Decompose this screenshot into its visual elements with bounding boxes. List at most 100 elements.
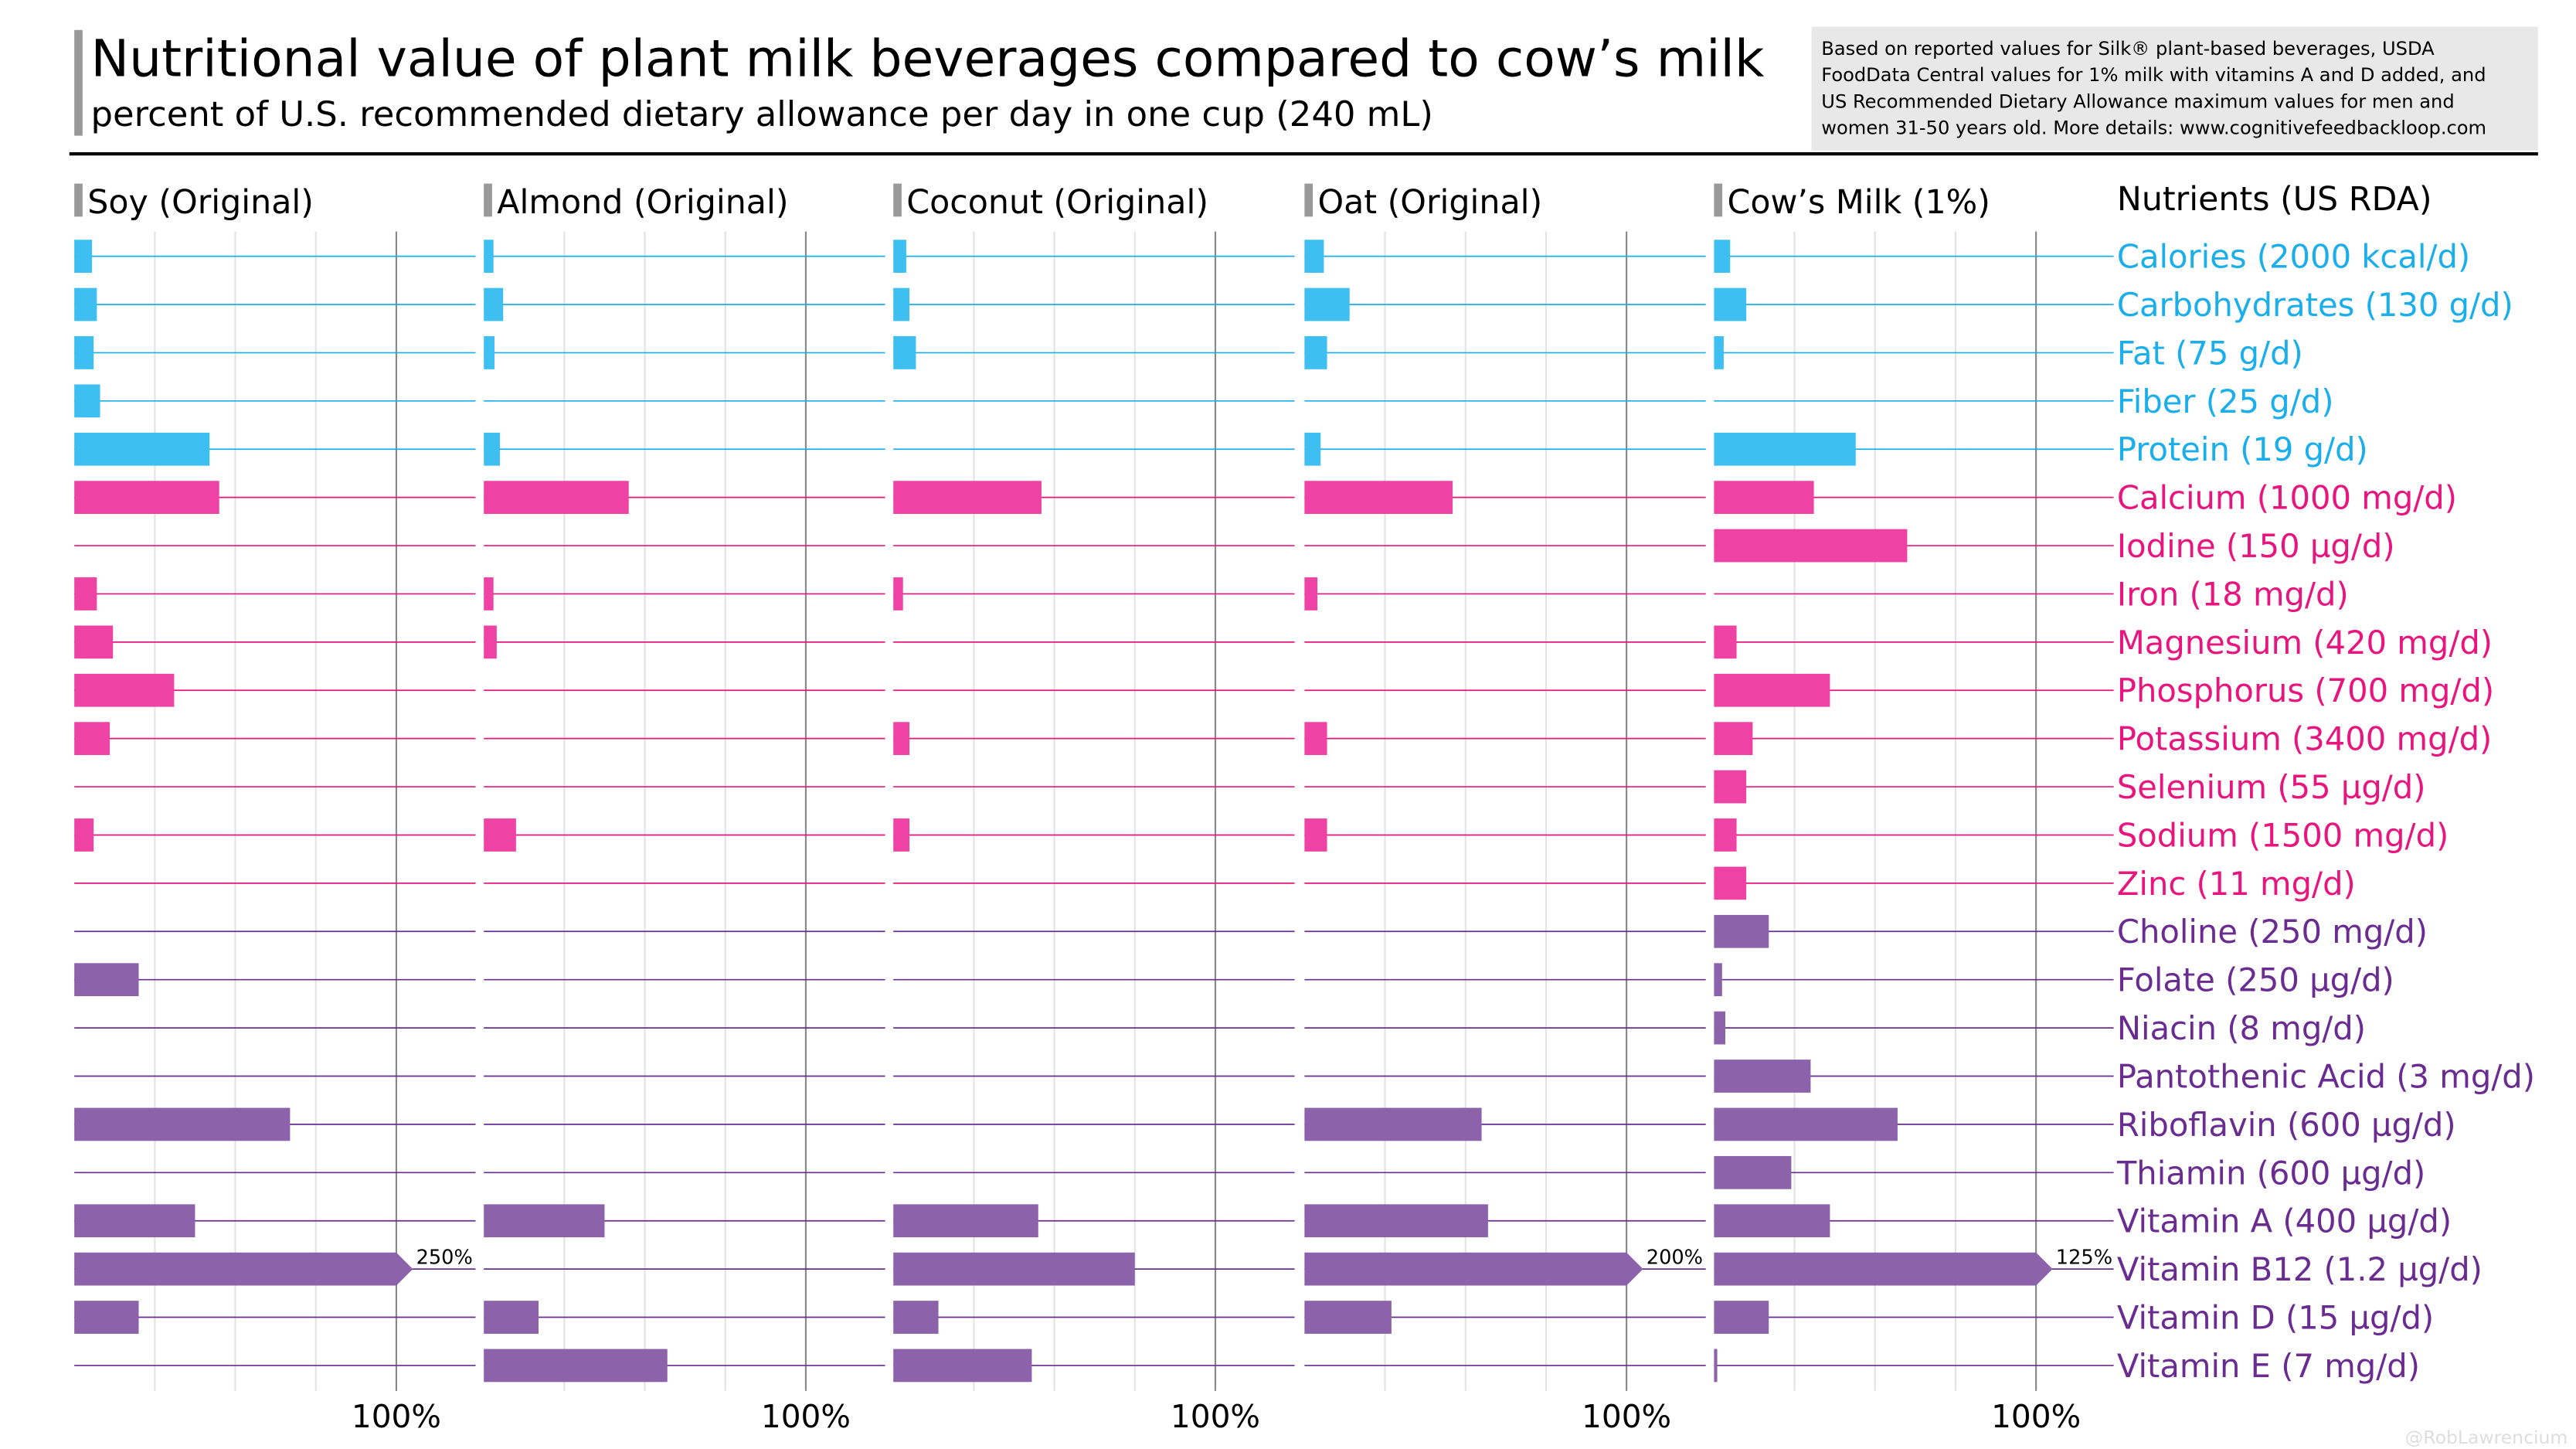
bar: [74, 336, 94, 369]
bar: [484, 577, 494, 611]
nutrient-label: Vitamin B12 (1.2 µg/d): [2117, 1250, 2483, 1288]
bar: [74, 577, 97, 611]
bar: [484, 1301, 539, 1334]
x-tick-label: 100%: [1991, 1398, 2081, 1435]
nutrient-label: Calories (2000 kcal/d): [2117, 238, 2470, 276]
bar: [74, 625, 114, 659]
x-tick-label: 100%: [1171, 1398, 1260, 1435]
bar: [1304, 336, 1327, 369]
bar: [1304, 577, 1318, 611]
panel-header-bar: [1304, 183, 1313, 217]
bar: [1304, 1204, 1488, 1238]
bar: [1714, 432, 1856, 466]
bar: [1714, 818, 1737, 852]
note-text: Based on reported values for Silk® plant…: [1821, 38, 2492, 139]
nutrient-label: Pantothenic Acid (3 mg/d): [2117, 1057, 2535, 1095]
panel-header-bar: [893, 183, 902, 217]
nutrient-label: Potassium (3400 mg/d): [2117, 720, 2492, 758]
bar: [74, 722, 110, 756]
bar: [74, 818, 94, 852]
bar-value-label: 250%: [416, 1247, 473, 1270]
bar: [1304, 1301, 1392, 1334]
bar: [1304, 818, 1327, 852]
panel-title: Cow’s Milk (1%): [1727, 183, 1990, 222]
bar: [1304, 240, 1324, 273]
bar: [484, 240, 494, 273]
bar: [1714, 770, 1747, 804]
bar: [74, 1107, 291, 1141]
x-tick-label: 100%: [1582, 1398, 1671, 1435]
bar: [893, 1349, 1032, 1383]
bar: [484, 1349, 668, 1383]
nutrient-label: Vitamin D (15 µg/d): [2117, 1298, 2434, 1336]
bar: [74, 1301, 139, 1334]
nutrient-label: Vitamin A (400 µg/d): [2117, 1202, 2452, 1240]
bar: [1304, 287, 1350, 321]
bar: [484, 481, 629, 515]
nutrient-label: Iron (18 mg/d): [2117, 575, 2349, 613]
nutrient-label: Choline (250 mg/d): [2117, 913, 2428, 951]
bar-value-label: 200%: [1647, 1247, 1703, 1270]
nutrient-label: Vitamin E (7 mg/d): [2117, 1347, 2420, 1385]
header-divider: [69, 151, 2538, 156]
nutrient-label: Selenium (55 µg/d): [2117, 768, 2426, 806]
bar: [893, 240, 906, 273]
bar: [1714, 673, 1830, 707]
bar-value-label: 125%: [2056, 1247, 2112, 1270]
bar: [74, 1204, 195, 1238]
bar: [893, 818, 910, 852]
bar: [893, 722, 910, 756]
bar: [1714, 1204, 1830, 1238]
x-tick-label: 100%: [352, 1398, 441, 1435]
bar: [1714, 1301, 1769, 1334]
nutrient-label: Protein (19 g/d): [2117, 430, 2368, 468]
bar: [74, 384, 100, 418]
bar: [484, 287, 504, 321]
nutrients-header: Nutrients (US RDA): [2117, 180, 2432, 219]
bar: [1304, 481, 1453, 515]
nutrient-label: Magnesium (420 mg/d): [2117, 624, 2493, 662]
panel-header-bar: [484, 183, 492, 217]
bar: [74, 240, 93, 273]
nutrient-label: Sodium (1500 mg/d): [2117, 816, 2449, 854]
bar: [1714, 481, 1814, 515]
bar: [1304, 722, 1327, 756]
bar: [1714, 1252, 2053, 1286]
nutrient-label: Thiamin (600 µg/d): [2116, 1154, 2425, 1192]
panel-header-bar: [1714, 183, 1723, 217]
panel-title: Coconut (Original): [906, 183, 1208, 222]
bar: [74, 673, 175, 707]
panel-title: Soy (Original): [87, 183, 314, 222]
bar: [1714, 914, 1769, 948]
chart-subtitle: percent of U.S. recommended dietary allo…: [91, 94, 1433, 134]
bar: [893, 336, 916, 369]
nutrient-label: Phosphorus (700 mg/d): [2117, 672, 2494, 709]
bar: [1304, 432, 1321, 466]
nutrient-label: Folate (250 µg/d): [2117, 961, 2394, 999]
bar: [484, 432, 501, 466]
bar: [1714, 1011, 1725, 1045]
bar: [74, 432, 210, 466]
bar: [484, 336, 494, 369]
note-line: women 31-50 years old. More details: www…: [1821, 117, 2486, 138]
bar: [74, 963, 139, 997]
panel-title: Oat (Original): [1317, 183, 1542, 222]
note-line: FoodData Central values for 1% milk with…: [1821, 64, 2486, 86]
nutrient-label: Zinc (11 mg/d): [2117, 865, 2356, 903]
bar: [893, 1301, 939, 1334]
nutrient-label: Fiber (25 g/d): [2117, 383, 2334, 420]
bar: [484, 1204, 605, 1238]
nutrient-label: Carbohydrates (130 g/d): [2117, 286, 2513, 324]
bar: [893, 577, 903, 611]
bar: [1714, 1060, 1811, 1093]
note-line: Based on reported values for Silk® plant…: [1821, 38, 2435, 60]
bar: [484, 625, 497, 659]
bar: [74, 481, 219, 515]
panel-header-bar: [74, 183, 83, 217]
nutrient-label: Riboflavin (600 µg/d): [2117, 1106, 2456, 1144]
bar: [1714, 287, 1747, 321]
bar: [1714, 1349, 1718, 1383]
bar: [1714, 963, 1722, 997]
bar: [74, 287, 97, 321]
